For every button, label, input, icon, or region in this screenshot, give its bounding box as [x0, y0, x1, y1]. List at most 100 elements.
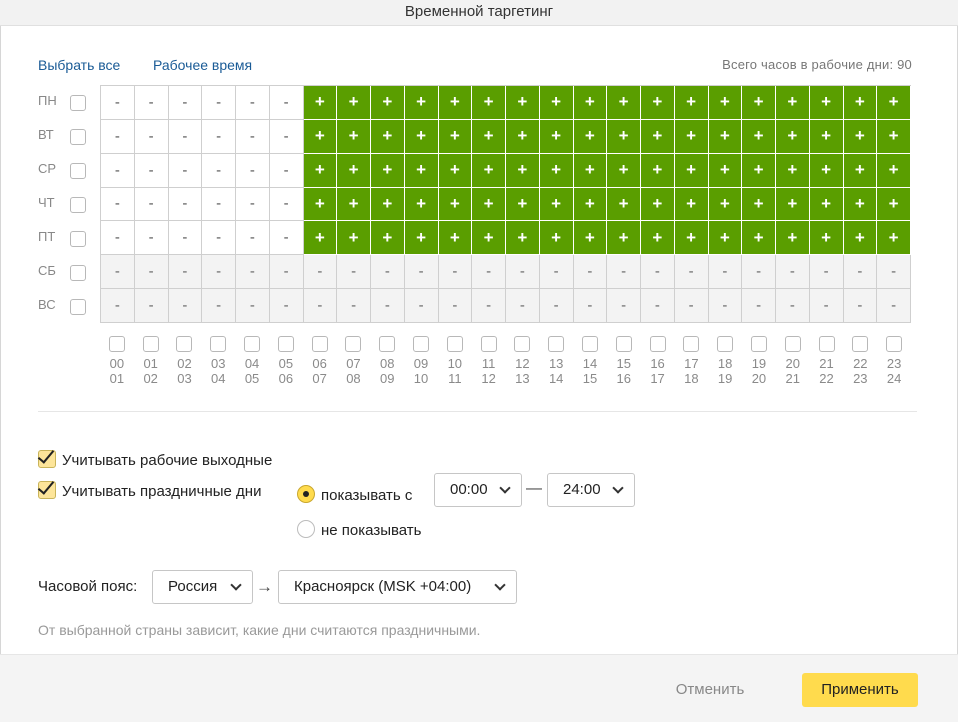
holidays-checkbox[interactable] — [37, 477, 56, 499]
hour-cell[interactable]: + — [303, 187, 338, 222]
hour-checkbox[interactable] — [615, 336, 632, 352]
hour-cell[interactable]: - — [337, 255, 371, 290]
hour-cell[interactable]: + — [472, 187, 506, 222]
hour-cell[interactable]: + — [472, 221, 506, 256]
hour-cell[interactable]: + — [809, 221, 844, 256]
hour-cell[interactable]: - — [438, 255, 473, 290]
hour-cell[interactable]: - — [371, 289, 405, 323]
hour-cell[interactable]: + — [573, 119, 608, 154]
time-to-select[interactable]: 24:00 — [547, 473, 635, 507]
hour-cell[interactable]: - — [472, 255, 506, 290]
hour-checkbox[interactable] — [717, 336, 734, 352]
day-checkbox-tue[interactable] — [70, 129, 86, 145]
hour-cell[interactable]: - — [877, 289, 911, 323]
hour-cell[interactable]: - — [506, 289, 540, 323]
hour-cell[interactable]: - — [269, 119, 304, 154]
hour-cell[interactable]: - — [269, 187, 304, 222]
hour-checkbox[interactable] — [480, 336, 497, 352]
hour-checkbox[interactable] — [818, 336, 835, 352]
hour-cell[interactable]: + — [371, 153, 405, 188]
select-all-link[interactable]: Выбрать все — [38, 57, 121, 73]
hour-cell[interactable]: - — [101, 289, 135, 323]
hour-cell[interactable]: + — [337, 119, 371, 154]
hour-cell[interactable]: + — [843, 187, 878, 222]
hour-cell[interactable]: + — [641, 221, 675, 256]
hour-checkbox[interactable] — [311, 336, 328, 352]
hour-cell[interactable]: - — [573, 289, 608, 323]
working-weekends-checkbox[interactable] — [37, 446, 56, 468]
hour-cell[interactable]: + — [438, 119, 473, 154]
hour-cell[interactable]: + — [371, 221, 405, 256]
hour-cell[interactable]: - — [134, 187, 169, 222]
working-weekends-option[interactable]: Учитывать рабочие выходные — [37, 446, 272, 469]
hour-cell[interactable]: + — [776, 221, 810, 256]
hour-cell[interactable]: - — [236, 221, 270, 256]
hour-cell[interactable]: + — [607, 187, 641, 222]
hour-cell[interactable]: - — [506, 255, 540, 290]
hour-cell[interactable]: + — [674, 221, 709, 256]
hour-cell[interactable]: + — [438, 86, 473, 120]
hour-cell[interactable]: - — [134, 289, 169, 323]
hour-cell[interactable]: + — [506, 221, 540, 256]
hour-cell[interactable]: + — [506, 187, 540, 222]
hour-cell[interactable]: - — [674, 289, 709, 323]
hour-cell[interactable]: - — [472, 289, 506, 323]
hour-cell[interactable]: + — [708, 221, 743, 256]
hour-cell[interactable]: + — [337, 86, 371, 120]
hour-cell[interactable]: + — [404, 221, 439, 256]
hour-cell[interactable]: + — [573, 221, 608, 256]
hour-cell[interactable]: + — [843, 153, 878, 188]
hour-cell[interactable]: - — [843, 289, 878, 323]
hour-cell[interactable]: + — [809, 119, 844, 154]
hour-cell[interactable]: - — [809, 255, 844, 290]
hour-cell[interactable]: + — [337, 221, 371, 256]
hour-cell[interactable]: + — [877, 119, 911, 154]
hour-cell[interactable]: + — [539, 119, 574, 154]
hour-checkbox[interactable] — [683, 336, 700, 352]
hour-cell[interactable]: - — [101, 119, 135, 154]
hour-cell[interactable]: - — [134, 86, 169, 120]
hour-cell[interactable]: - — [236, 86, 270, 120]
hour-cell[interactable]: - — [202, 119, 236, 154]
hour-cell[interactable]: + — [371, 86, 405, 120]
hour-cell[interactable]: - — [236, 153, 270, 188]
show-from-option[interactable]: показывать с — [297, 485, 412, 504]
hour-checkbox[interactable] — [244, 336, 261, 352]
hour-cell[interactable]: + — [708, 119, 743, 154]
hour-cell[interactable]: - — [134, 255, 169, 290]
hour-cell[interactable]: + — [708, 153, 743, 188]
hour-cell[interactable]: - — [134, 119, 169, 154]
day-checkbox-fri[interactable] — [70, 231, 86, 247]
hour-cell[interactable]: + — [742, 187, 776, 222]
hour-cell[interactable]: + — [607, 119, 641, 154]
hour-cell[interactable]: + — [641, 153, 675, 188]
hour-cell[interactable]: - — [303, 289, 338, 323]
hour-cell[interactable]: - — [101, 153, 135, 188]
hour-cell[interactable]: + — [337, 153, 371, 188]
hour-cell[interactable]: - — [202, 153, 236, 188]
hour-cell[interactable]: - — [202, 255, 236, 290]
hour-cell[interactable]: + — [674, 86, 709, 120]
hour-cell[interactable]: - — [742, 255, 776, 290]
hour-checkbox[interactable] — [514, 336, 531, 352]
hour-cell[interactable]: + — [506, 119, 540, 154]
hour-cell[interactable]: - — [168, 255, 203, 290]
hour-cell[interactable]: + — [404, 119, 439, 154]
hour-cell[interactable]: + — [303, 86, 338, 120]
hour-cell[interactable]: - — [236, 289, 270, 323]
hour-cell[interactable]: - — [404, 289, 439, 323]
hour-cell[interactable]: + — [303, 153, 338, 188]
hour-cell[interactable]: + — [404, 86, 439, 120]
hour-checkbox[interactable] — [548, 336, 565, 352]
hour-cell[interactable]: - — [236, 187, 270, 222]
holidays-option[interactable]: Учитывать праздничные дни — [37, 477, 261, 500]
hour-cell[interactable]: + — [843, 221, 878, 256]
hour-cell[interactable]: + — [708, 187, 743, 222]
hour-cell[interactable]: - — [371, 255, 405, 290]
day-checkbox-sat[interactable] — [70, 265, 86, 281]
hour-cell[interactable]: - — [101, 255, 135, 290]
hour-cell[interactable]: + — [877, 187, 911, 222]
hour-cell[interactable]: - — [202, 187, 236, 222]
hour-cell[interactable]: + — [573, 187, 608, 222]
hour-checkbox[interactable] — [581, 336, 598, 352]
